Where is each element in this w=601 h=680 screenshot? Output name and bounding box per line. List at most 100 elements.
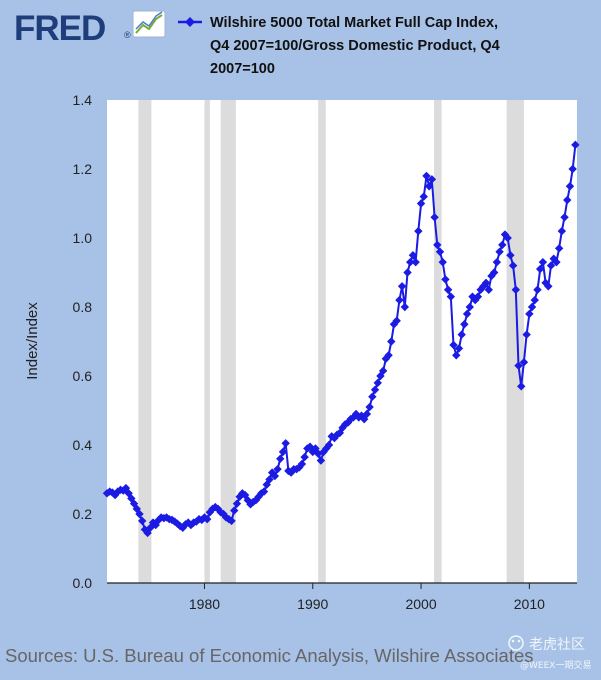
fred-logo-text: FRED <box>14 9 105 48</box>
y-tick-label: 0.6 <box>73 368 93 384</box>
watermark: 老虎社区 @WEEX一期交易 <box>508 635 591 671</box>
data-point <box>462 309 472 319</box>
y-tick-label: 0.8 <box>73 299 93 315</box>
data-point <box>481 278 491 288</box>
legend-label-line-1: Wilshire 5000 Total Market Full Cap Inde… <box>210 15 498 31</box>
data-point <box>324 440 334 450</box>
y-tick-label: 0.2 <box>73 506 93 522</box>
data-point <box>546 261 556 270</box>
data-point <box>449 340 458 350</box>
data-point <box>538 257 548 267</box>
data-point <box>560 213 569 222</box>
data-point <box>278 447 288 457</box>
data-point <box>370 385 380 394</box>
data-point <box>424 182 434 191</box>
data-point <box>281 439 290 448</box>
data-point <box>137 516 147 526</box>
data-point <box>368 392 377 401</box>
watermark-handle: @WEEX一期交易 <box>520 659 591 671</box>
data-point <box>384 351 393 360</box>
data-point <box>517 382 526 391</box>
data-point <box>135 509 144 519</box>
data-point <box>465 302 474 312</box>
data-point <box>457 330 466 339</box>
data-point <box>162 513 171 522</box>
data-point <box>508 261 518 270</box>
data-point <box>438 257 447 267</box>
data-point <box>154 516 163 525</box>
x-tick-label: 2010 <box>514 596 545 612</box>
data-point <box>443 285 453 294</box>
data-point <box>392 316 401 325</box>
x-tick-label: 1980 <box>189 596 220 612</box>
data-point <box>173 519 182 528</box>
chart-axes: 0.0 0.2 0.4 0.6 0.8 1.0 1.2 1.4 1980 1990 2000 2010 <box>73 92 577 612</box>
data-point <box>522 330 531 339</box>
data-point <box>205 508 215 517</box>
data-point <box>557 226 567 236</box>
data-point <box>181 520 190 529</box>
data-point <box>489 268 499 277</box>
data-point <box>175 521 185 531</box>
data-point <box>492 257 502 267</box>
data-point <box>498 240 507 250</box>
data-point <box>414 226 423 236</box>
data-point <box>259 487 269 496</box>
series-layer <box>102 140 580 538</box>
data-point <box>525 309 534 319</box>
data-point <box>454 344 464 353</box>
data-point <box>427 175 437 184</box>
data-point <box>419 192 428 201</box>
x-tick-label: 2000 <box>405 596 436 612</box>
data-point <box>511 285 521 294</box>
fred-logo-trademark: ® <box>124 30 131 40</box>
data-point <box>533 285 542 294</box>
data-point <box>178 523 188 532</box>
data-point <box>503 233 512 243</box>
data-point <box>473 292 483 301</box>
recession-band <box>506 100 524 583</box>
data-point <box>113 487 123 496</box>
data-point <box>408 251 418 260</box>
y-tick-label: 1.4 <box>73 92 93 108</box>
data-point <box>552 257 561 267</box>
data-point <box>395 295 404 305</box>
legend-diamond-marker-icon <box>185 17 195 27</box>
chart-legend: Wilshire 5000 Total Market Full Cap Inde… <box>178 15 500 77</box>
data-point <box>146 523 155 532</box>
data-point <box>378 366 388 376</box>
data-point <box>316 456 326 465</box>
data-point <box>373 378 382 388</box>
data-point <box>227 516 236 526</box>
data-point <box>362 409 372 419</box>
data-point <box>422 171 431 181</box>
y-tick-label: 1.0 <box>73 230 93 246</box>
data-point <box>484 285 493 294</box>
recession-band <box>138 100 152 583</box>
data-point <box>460 320 469 329</box>
data-point <box>506 251 515 260</box>
data-point <box>452 351 461 360</box>
data-point <box>387 337 396 346</box>
data-point <box>273 464 282 474</box>
data-point <box>544 282 553 291</box>
fred-logo-graph-icon <box>132 10 166 38</box>
data-point <box>527 302 537 312</box>
watermark-logo-icon <box>508 635 524 651</box>
y-tick-label: 1.2 <box>73 161 93 177</box>
data-point <box>411 257 420 267</box>
data-point <box>224 514 234 524</box>
data-point <box>143 528 152 538</box>
recession-band <box>318 100 326 583</box>
data-point <box>397 282 407 291</box>
recession-bands <box>138 100 524 583</box>
data-point <box>495 247 504 256</box>
data-point <box>514 361 523 370</box>
fred-logo[interactable]: FRED ® <box>14 9 166 48</box>
x-tick-label: 1990 <box>297 596 328 612</box>
legend-label-line-3: 2007=100 <box>210 61 275 77</box>
data-point <box>400 302 410 312</box>
data-point <box>270 471 280 481</box>
data-point <box>519 358 529 367</box>
data-point <box>140 525 150 534</box>
